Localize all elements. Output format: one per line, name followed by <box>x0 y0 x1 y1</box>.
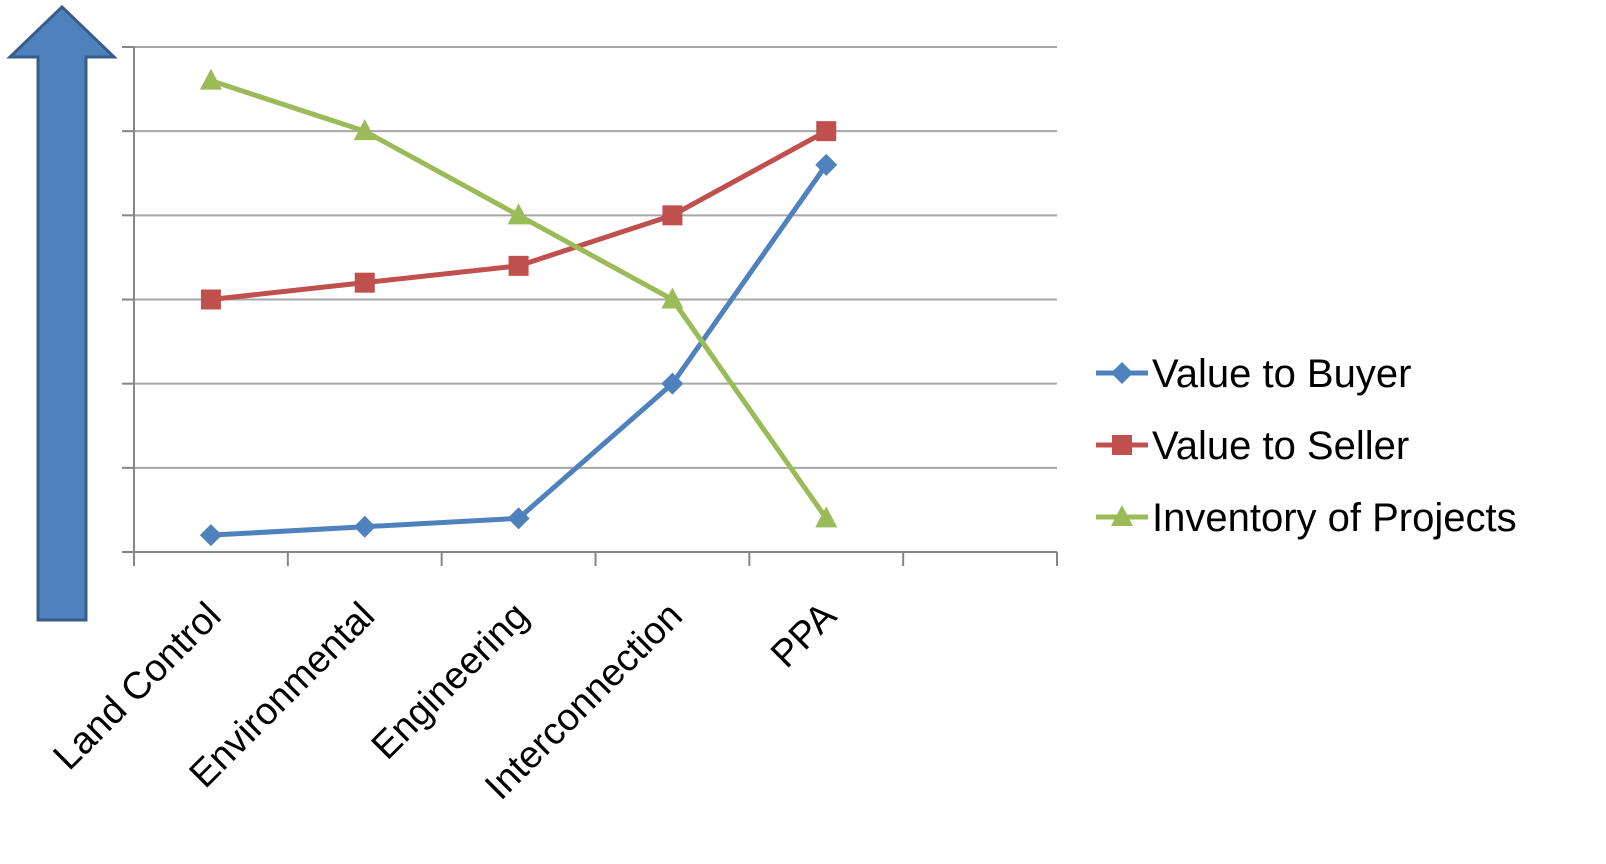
legend-label: Value to Seller <box>1152 424 1409 468</box>
x-tick-label: Engineering <box>364 595 537 768</box>
data-point-triangle <box>507 203 530 225</box>
x-tick-label: PPA <box>763 594 845 676</box>
data-point-triangle <box>1111 505 1133 526</box>
data-point-diamond <box>1111 362 1133 384</box>
data-point-square <box>508 255 529 276</box>
gridlines <box>122 46 1057 553</box>
data-point-square <box>816 121 837 142</box>
data-point-square <box>200 289 221 310</box>
data-point-square <box>662 205 683 226</box>
legend-label: Inventory of Projects <box>1152 496 1517 540</box>
series-lines <box>199 68 838 547</box>
legend-entry: Value to Buyer <box>1096 352 1411 396</box>
series-1 <box>200 121 837 310</box>
legend-entry: Inventory of Projects <box>1096 496 1517 540</box>
data-point-square <box>354 272 375 293</box>
up-arrow-shape <box>6 4 118 622</box>
data-point-triangle <box>815 506 838 528</box>
data-point-diamond <box>507 507 530 530</box>
data-point-triangle <box>353 119 376 141</box>
data-point-triangle <box>661 287 684 309</box>
x-axis: Land ControlEnvironmentalEngineeringInte… <box>46 551 1058 808</box>
legend-entry: Value to Seller <box>1096 424 1409 468</box>
series-0 <box>199 153 838 547</box>
data-point-square <box>1112 435 1132 455</box>
series-2 <box>199 68 838 528</box>
up-arrow-icon <box>6 4 118 622</box>
data-point-diamond <box>815 153 838 176</box>
data-point-diamond <box>661 372 684 395</box>
data-point-diamond <box>199 524 222 547</box>
data-point-triangle <box>199 68 222 90</box>
data-point-diamond <box>353 515 376 538</box>
legend: Value to Buyer Value to Seller Inventory o… <box>1096 352 1517 540</box>
legend-label: Value to Buyer <box>1152 352 1411 396</box>
